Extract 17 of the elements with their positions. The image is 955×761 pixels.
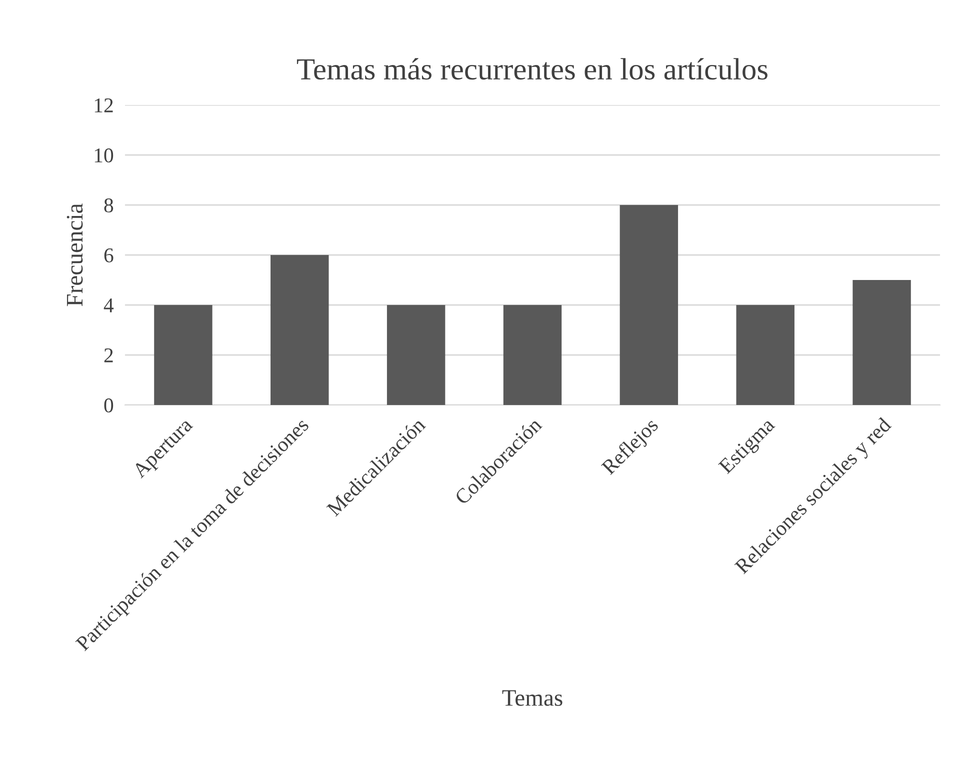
bar	[154, 305, 212, 405]
bar	[852, 280, 911, 405]
bar	[736, 305, 794, 405]
bar	[503, 305, 562, 405]
y-tick-label: 2	[104, 348, 113, 362]
y-tick-label: 4	[104, 298, 114, 312]
y-tick-label: 12	[94, 98, 113, 112]
y-axis-title: Frecuencia	[66, 204, 83, 306]
chart-title: Temas más recurrentes en los artículos	[296, 58, 768, 80]
bar	[386, 305, 446, 405]
bar	[620, 205, 678, 405]
y-tick-label: 0	[104, 398, 114, 412]
bar	[270, 255, 329, 405]
y-tick-label: 8	[104, 198, 114, 212]
y-tick-label: 10	[94, 148, 114, 162]
y-tick-label: 6	[104, 248, 114, 262]
x-axis-title: Temas	[502, 690, 562, 706]
